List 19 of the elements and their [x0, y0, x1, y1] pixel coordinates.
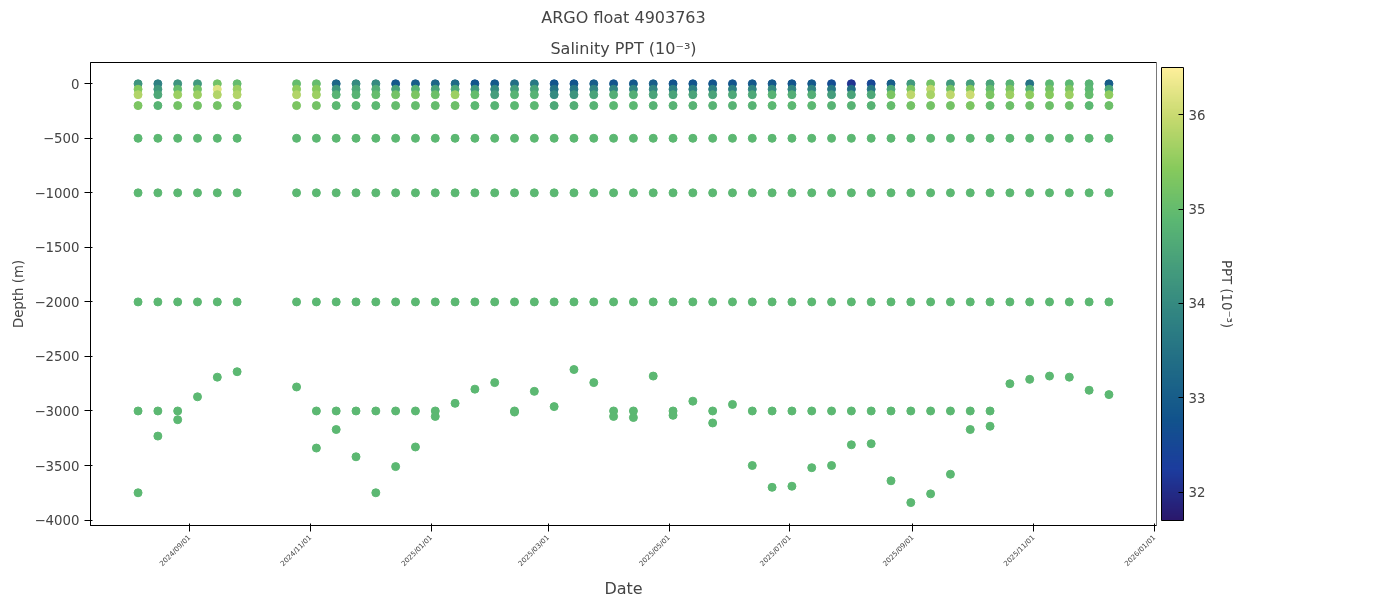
- color-bar-label: 34: [1188, 296, 1206, 312]
- y-tick-label: −1500: [34, 240, 80, 256]
- y-tick-label: 0: [71, 76, 80, 92]
- y-tick-label: −2500: [34, 349, 80, 365]
- color-bar-label: 33: [1188, 390, 1206, 406]
- y-tick-label: −1000: [34, 185, 80, 201]
- y-tick-label: −2000: [34, 294, 80, 310]
- chart-subtitle: Salinity PPT (10⁻³): [550, 38, 697, 58]
- y-tick-label: −500: [42, 131, 80, 147]
- y-tick-label: −3500: [34, 458, 80, 474]
- color-bar-label: 35: [1188, 202, 1206, 218]
- chart-title: ARGO float 4903763: [541, 7, 706, 27]
- y-tick-label: −3000: [34, 403, 80, 419]
- y-tick-label: −4000: [34, 513, 80, 529]
- color-bar-label: 36: [1188, 107, 1206, 123]
- y-axis-title: Depth (m): [11, 259, 27, 329]
- color-bar-title: PPT (10⁻³): [1218, 259, 1234, 329]
- x-axis-title: Date: [604, 578, 643, 598]
- color-bar-label: 32: [1188, 485, 1206, 501]
